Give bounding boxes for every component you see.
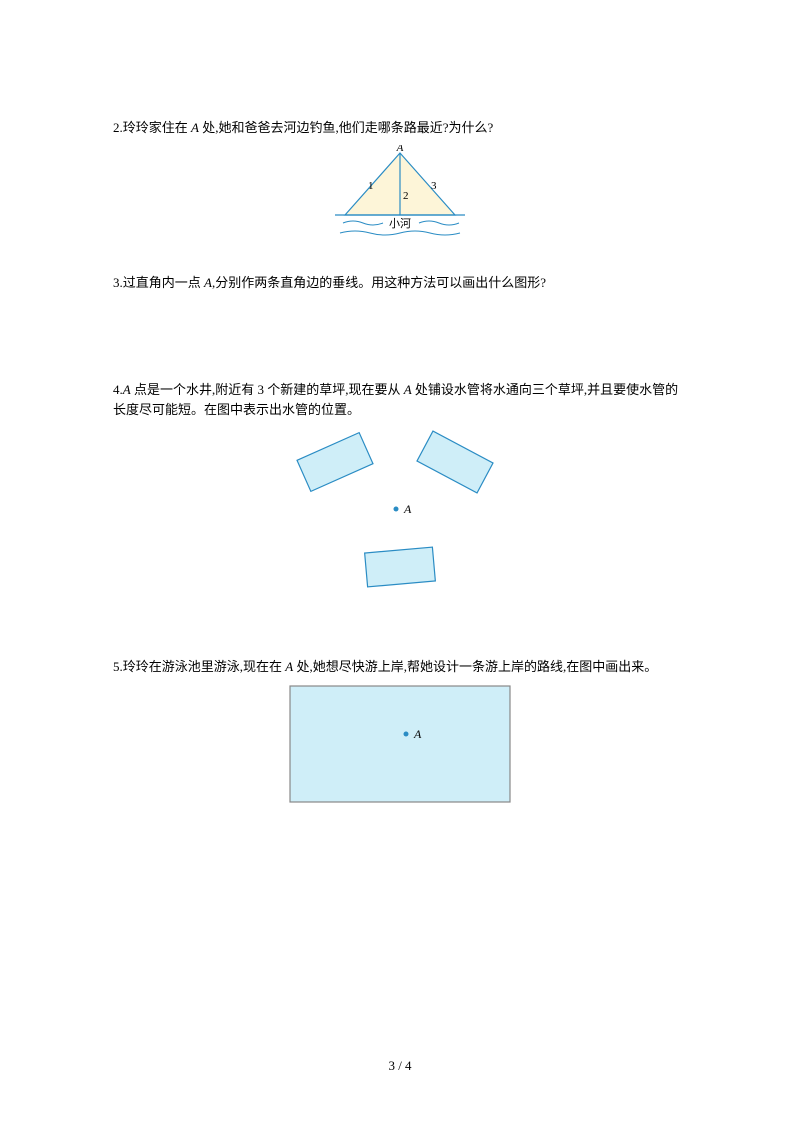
triangle-river-label: 小河 bbox=[389, 217, 411, 230]
triangle-label-2: 2 bbox=[403, 190, 409, 202]
question-4: 4.A 点是一个水井,附近有 3 个新建的草坪,现在要从 A 处铺设水管将水通向… bbox=[113, 380, 687, 422]
figure-three-rects-wrap: A bbox=[113, 427, 687, 597]
q2-a-label: A bbox=[191, 120, 199, 135]
figure-triangle: A 1 2 3 小河 bbox=[325, 145, 475, 245]
q2-text-pre: 2.玲玲家住在 bbox=[113, 120, 191, 135]
triangle-label-A: A bbox=[396, 145, 404, 154]
triangle-label-1: 1 bbox=[368, 180, 374, 192]
q5-text-pre: 5.玲玲在游泳池里游泳,现在在 bbox=[113, 659, 285, 674]
triangle-label-3: 3 bbox=[431, 180, 437, 192]
q4-text-mid1: 点是一个水井,附近有 3 个新建的草坪,现在要从 bbox=[131, 382, 404, 397]
q4-text-pre: 4. bbox=[113, 382, 123, 397]
question-2: 2.玲玲家住在 A 处,她和爸爸去河边钓鱼,他们走哪条路最近?为什么? bbox=[113, 118, 687, 139]
pool-label-A: A bbox=[413, 727, 422, 741]
q5-text-mid: 处,她想尽快游上岸,帮她设计一条游上岸的路线,在图中画出来。 bbox=[293, 659, 657, 674]
question-3: 3.过直角内一点 A,分别作两条直角边的垂线。用这种方法可以画出什么图形? bbox=[113, 273, 687, 294]
three-rects-label-A: A bbox=[403, 502, 412, 516]
figure-three-rects: A bbox=[270, 427, 530, 597]
q4-a-label-1: A bbox=[123, 382, 131, 397]
q3-a-label: A bbox=[204, 275, 212, 290]
page-number: 3 / 4 bbox=[0, 1058, 800, 1074]
page-content: 2.玲玲家住在 A 处,她和爸爸去河边钓鱼,他们走哪条路最近?为什么? A 1 … bbox=[0, 0, 800, 804]
figure-pool-wrap: A bbox=[113, 684, 687, 804]
q3-text-mid: ,分别作两条直角边的垂线。用这种方法可以画出什么图形? bbox=[212, 275, 546, 290]
spacer-q3 bbox=[113, 300, 687, 380]
q2-text-mid: 处,她和爸爸去河边钓鱼,他们走哪条路最近?为什么? bbox=[199, 120, 493, 135]
question-5: 5.玲玲在游泳池里游泳,现在在 A 处,她想尽快游上岸,帮她设计一条游上岸的路线… bbox=[113, 657, 687, 678]
q4-a-label-2: A bbox=[404, 382, 412, 397]
figure-triangle-wrap: A 1 2 3 小河 bbox=[113, 145, 687, 245]
q3-text-pre: 3.过直角内一点 bbox=[113, 275, 204, 290]
figure-pool: A bbox=[288, 684, 512, 804]
